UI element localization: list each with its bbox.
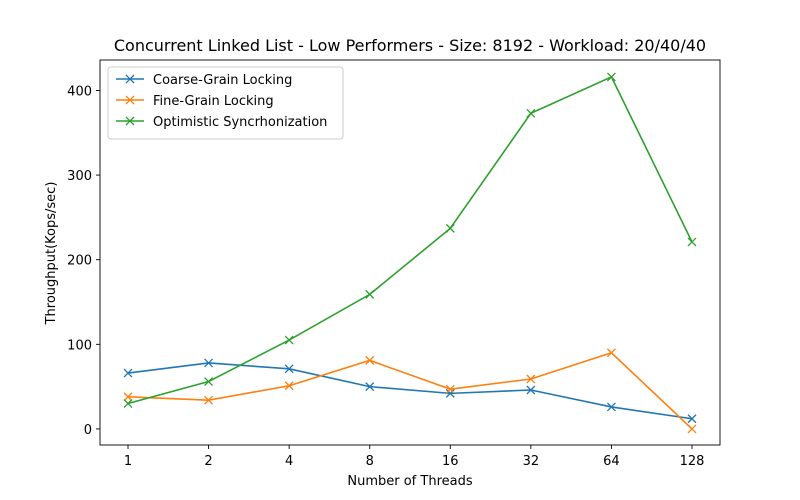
data-point: [687, 424, 697, 434]
legend-marker: [125, 95, 135, 105]
legend: Coarse-Grain Locking Fine-Grain Locking Op…: [107, 66, 344, 140]
x-tick-label: 32: [523, 454, 540, 469]
y-axis-label: Throughput(Kops/sec): [44, 182, 59, 326]
data-point: [284, 364, 294, 374]
legend-marker: [125, 116, 135, 126]
data-point: [365, 355, 375, 365]
legend-label: Optimistic Syncrhonization: [153, 115, 327, 130]
data-point: [123, 392, 133, 402]
x-axis-label: Number of Threads: [347, 474, 472, 489]
x-tick-label: 128: [680, 454, 705, 469]
y-tick-label: 400: [67, 84, 92, 99]
x-tick-label: 1: [124, 454, 132, 469]
chart-title: Concurrent Linked List - Low Performers …: [114, 36, 706, 55]
data-point: [123, 368, 133, 378]
data-point: [445, 384, 455, 394]
data-point: [687, 414, 697, 424]
x-tick-label: 4: [285, 454, 293, 469]
data-point: [687, 237, 697, 247]
legend-marker: [125, 74, 135, 84]
legend-box: [107, 66, 344, 140]
y-tick-label: 0: [84, 423, 92, 438]
y-tick-label: 300: [67, 169, 92, 184]
data-point: [284, 381, 294, 391]
plot-area: [123, 72, 697, 434]
data-point: [606, 72, 616, 82]
data-point: [606, 348, 616, 358]
x-tick-label: 8: [366, 454, 374, 469]
data-point: [204, 358, 214, 368]
x-tick-label: 64: [603, 454, 620, 469]
series-line-3: [127, 75, 693, 405]
legend-label: Coarse-Grain Locking: [153, 73, 292, 88]
data-point: [204, 395, 214, 405]
x-tick-label: 16: [442, 454, 459, 469]
data-point: [526, 108, 536, 118]
series-line-1: [127, 362, 693, 420]
series-line-2: [127, 351, 693, 430]
legend-label: Fine-Grain Locking: [153, 94, 274, 109]
data-point: [365, 382, 375, 392]
data-point: [445, 223, 455, 233]
y-tick-label: 200: [67, 254, 92, 269]
data-point: [365, 289, 375, 299]
data-point: [284, 335, 294, 345]
axes: 1 2 4 8 16 32 64 128 0 100 200 300 400: [67, 59, 721, 469]
data-point: [526, 385, 536, 395]
y-tick-label: 100: [67, 338, 92, 353]
plot-frame: [99, 59, 721, 446]
data-point: [526, 374, 536, 384]
data-point: [123, 399, 133, 408]
x-tick-label: 2: [204, 454, 212, 469]
data-point: [445, 388, 455, 398]
data-point: [204, 377, 214, 386]
data-point: [606, 402, 616, 412]
